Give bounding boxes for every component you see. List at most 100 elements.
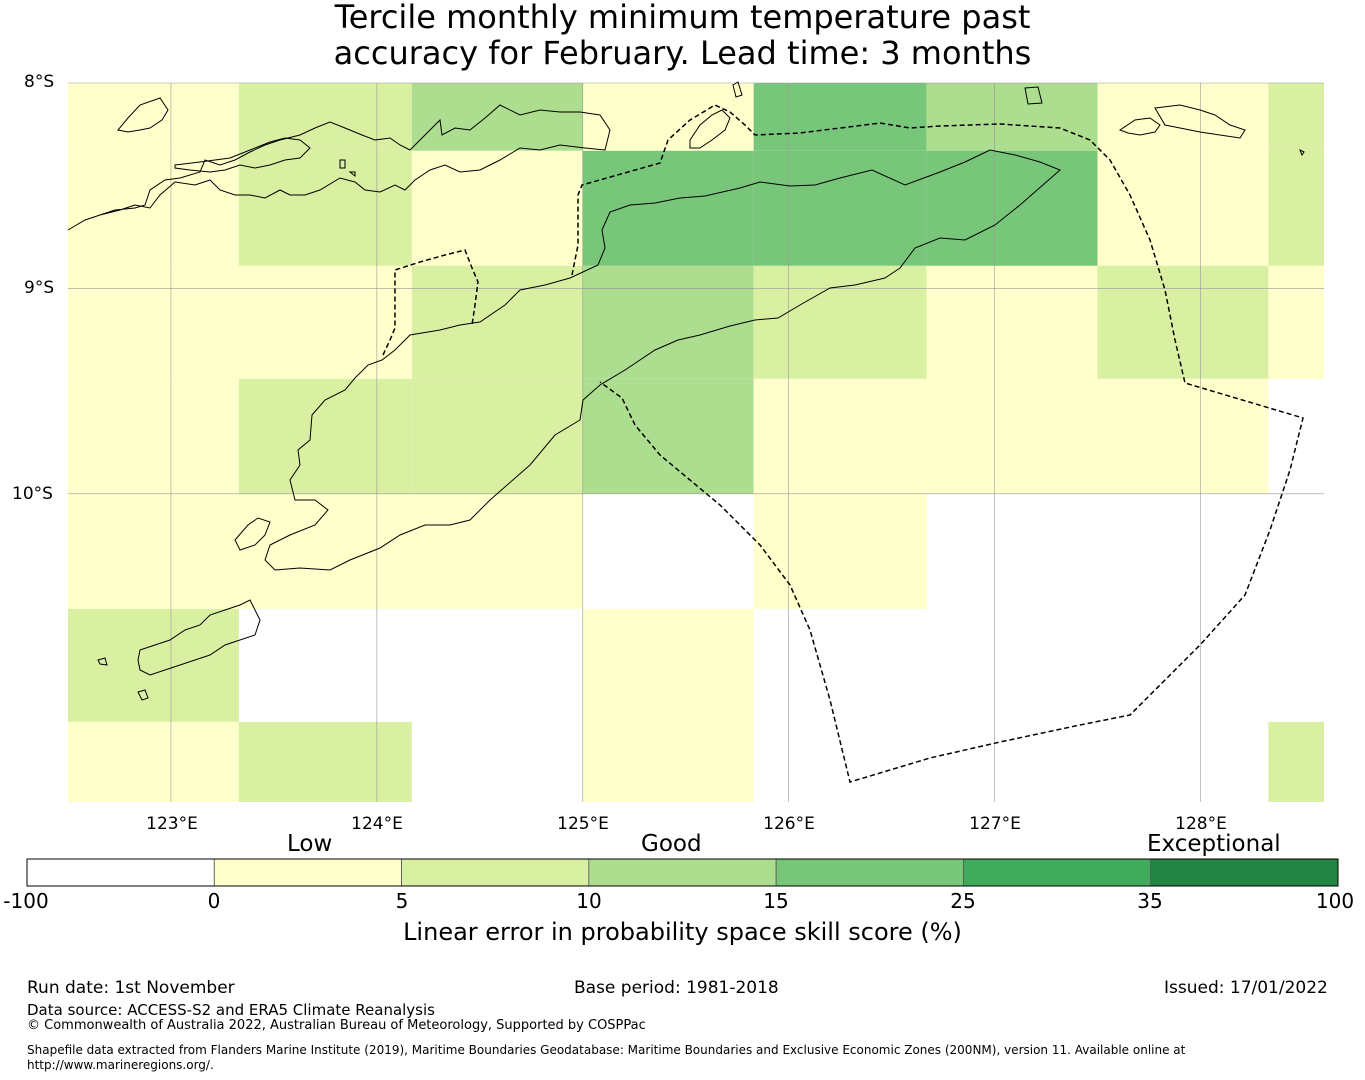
colorbar-tick: 0	[207, 889, 221, 913]
skill-cell	[582, 378, 754, 494]
skill-cell	[238, 493, 412, 609]
colorbar-tick: 15	[763, 889, 789, 913]
colorbar-segment	[775, 858, 964, 887]
colorbar-segment	[401, 858, 590, 887]
colorbar-segment	[588, 858, 777, 887]
skill-cell	[582, 721, 754, 802]
skill-cell	[753, 83, 927, 151]
lon-label-127e: 127°E	[969, 814, 1021, 834]
skill-cell	[238, 150, 412, 266]
colorbar-outline	[26, 858, 1339, 887]
skill-cell	[1268, 721, 1324, 802]
timor-coastline	[264, 149, 1061, 571]
maritime-boundaries	[382, 104, 1304, 783]
skill-cell	[411, 150, 583, 266]
skill-cell	[68, 83, 239, 151]
lon-label-123e: 123°E	[146, 814, 198, 834]
skill-grid-cells	[68, 83, 1324, 802]
skill-cell	[582, 83, 754, 151]
skill-cell	[1097, 150, 1269, 266]
lat-label-10s: 10°S	[12, 484, 53, 504]
colorbar-segment	[963, 858, 1152, 887]
colorbar-tick: 5	[395, 889, 409, 913]
eez-boundary-north	[571, 104, 1304, 783]
skill-cell	[68, 608, 239, 722]
island-liran	[689, 109, 731, 149]
run-date: Run date: 1st November	[27, 978, 235, 998]
colorbar-tick: 25	[950, 889, 976, 913]
skill-cell	[582, 608, 754, 722]
skill-cell	[1097, 265, 1269, 379]
copyright: © Commonwealth of Australia 2022, Austra…	[27, 1018, 646, 1033]
skill-cell	[1268, 83, 1324, 151]
skill-cell	[926, 150, 1098, 266]
skill-cell	[411, 265, 583, 379]
colorbar-segment	[26, 858, 215, 887]
skill-cell	[753, 493, 927, 609]
coastlines	[67, 81, 1305, 701]
skill-cell	[411, 493, 583, 609]
island-small-sw2	[97, 657, 108, 666]
skill-cell	[1268, 150, 1324, 266]
skill-cell	[238, 378, 412, 494]
colorbar	[26, 858, 1339, 887]
colorbar-category-exceptional: Exceptional	[1147, 831, 1281, 857]
skill-cell	[753, 150, 927, 266]
colorbar-title: Linear error in probability space skill …	[403, 918, 962, 946]
skill-cell	[68, 721, 239, 802]
wetar-coastline	[1118, 104, 1246, 139]
shapefile-credit-line1: Shapefile data extracted from Flanders M…	[27, 1043, 1186, 1057]
atauro-coastline	[1024, 86, 1043, 105]
island-small-sw	[137, 689, 149, 701]
lon-label-125e: 125°E	[557, 814, 609, 834]
skill-cell	[68, 493, 239, 609]
skill-cell	[926, 265, 1098, 379]
island-c1	[339, 159, 346, 169]
issued-date: Issued: 17/01/2022	[1164, 978, 1328, 998]
shapefile-credit-line2: http://www.marineregions.org/.	[27, 1058, 214, 1072]
skill-cell	[753, 265, 927, 379]
colorbar-category-low: Low	[287, 831, 333, 857]
lon-label-124e: 124°E	[351, 814, 403, 834]
lat-label-8s: 8°S	[24, 72, 55, 92]
skill-cell	[582, 265, 754, 379]
rote-coastline	[234, 517, 271, 551]
island-tl	[117, 97, 169, 133]
colorbar-tick: 10	[576, 889, 602, 913]
skill-cell	[926, 378, 1098, 494]
skill-cell	[68, 378, 239, 494]
map-title-line1: Tercile monthly minimum temperature past	[334, 0, 1031, 36]
island-top	[732, 81, 743, 98]
skill-cell	[411, 83, 583, 151]
island-e	[1299, 148, 1305, 157]
data-source: Data source: ACCESS-S2 and ERA5 Climate …	[27, 1001, 435, 1019]
lon-label-128e: 128°E	[1175, 814, 1227, 834]
colorbar-tick: 100	[1315, 889, 1355, 913]
skill-cell	[238, 83, 412, 151]
skill-cell	[68, 150, 239, 266]
island-c2	[348, 171, 356, 178]
colorbar-segment	[213, 858, 402, 887]
eez-boundary-oecusse	[382, 249, 479, 356]
skill-cell	[926, 83, 1098, 151]
skill-cell	[1097, 83, 1269, 151]
skill-cell	[68, 265, 239, 379]
skill-cell	[1268, 265, 1324, 379]
graticule	[68, 82, 1324, 802]
lat-label-9s: 9°S	[24, 278, 55, 298]
skill-cell	[582, 150, 754, 266]
skill-cell	[411, 378, 583, 494]
lon-label-126e: 126°E	[763, 814, 815, 834]
colorbar-tick: -100	[3, 889, 49, 913]
flores-coastline	[67, 104, 611, 231]
sawu-coastline	[137, 599, 261, 676]
alor-coastline	[174, 137, 311, 173]
skill-cell	[238, 265, 412, 379]
map-title-line2: accuracy for February. Lead time: 3 mont…	[333, 34, 1032, 72]
skill-cell	[238, 721, 412, 802]
colorbar-category-good: Good	[641, 831, 702, 857]
skill-cell	[753, 378, 927, 494]
skill-cell	[1097, 378, 1269, 494]
colorbar-tick: 35	[1137, 889, 1163, 913]
